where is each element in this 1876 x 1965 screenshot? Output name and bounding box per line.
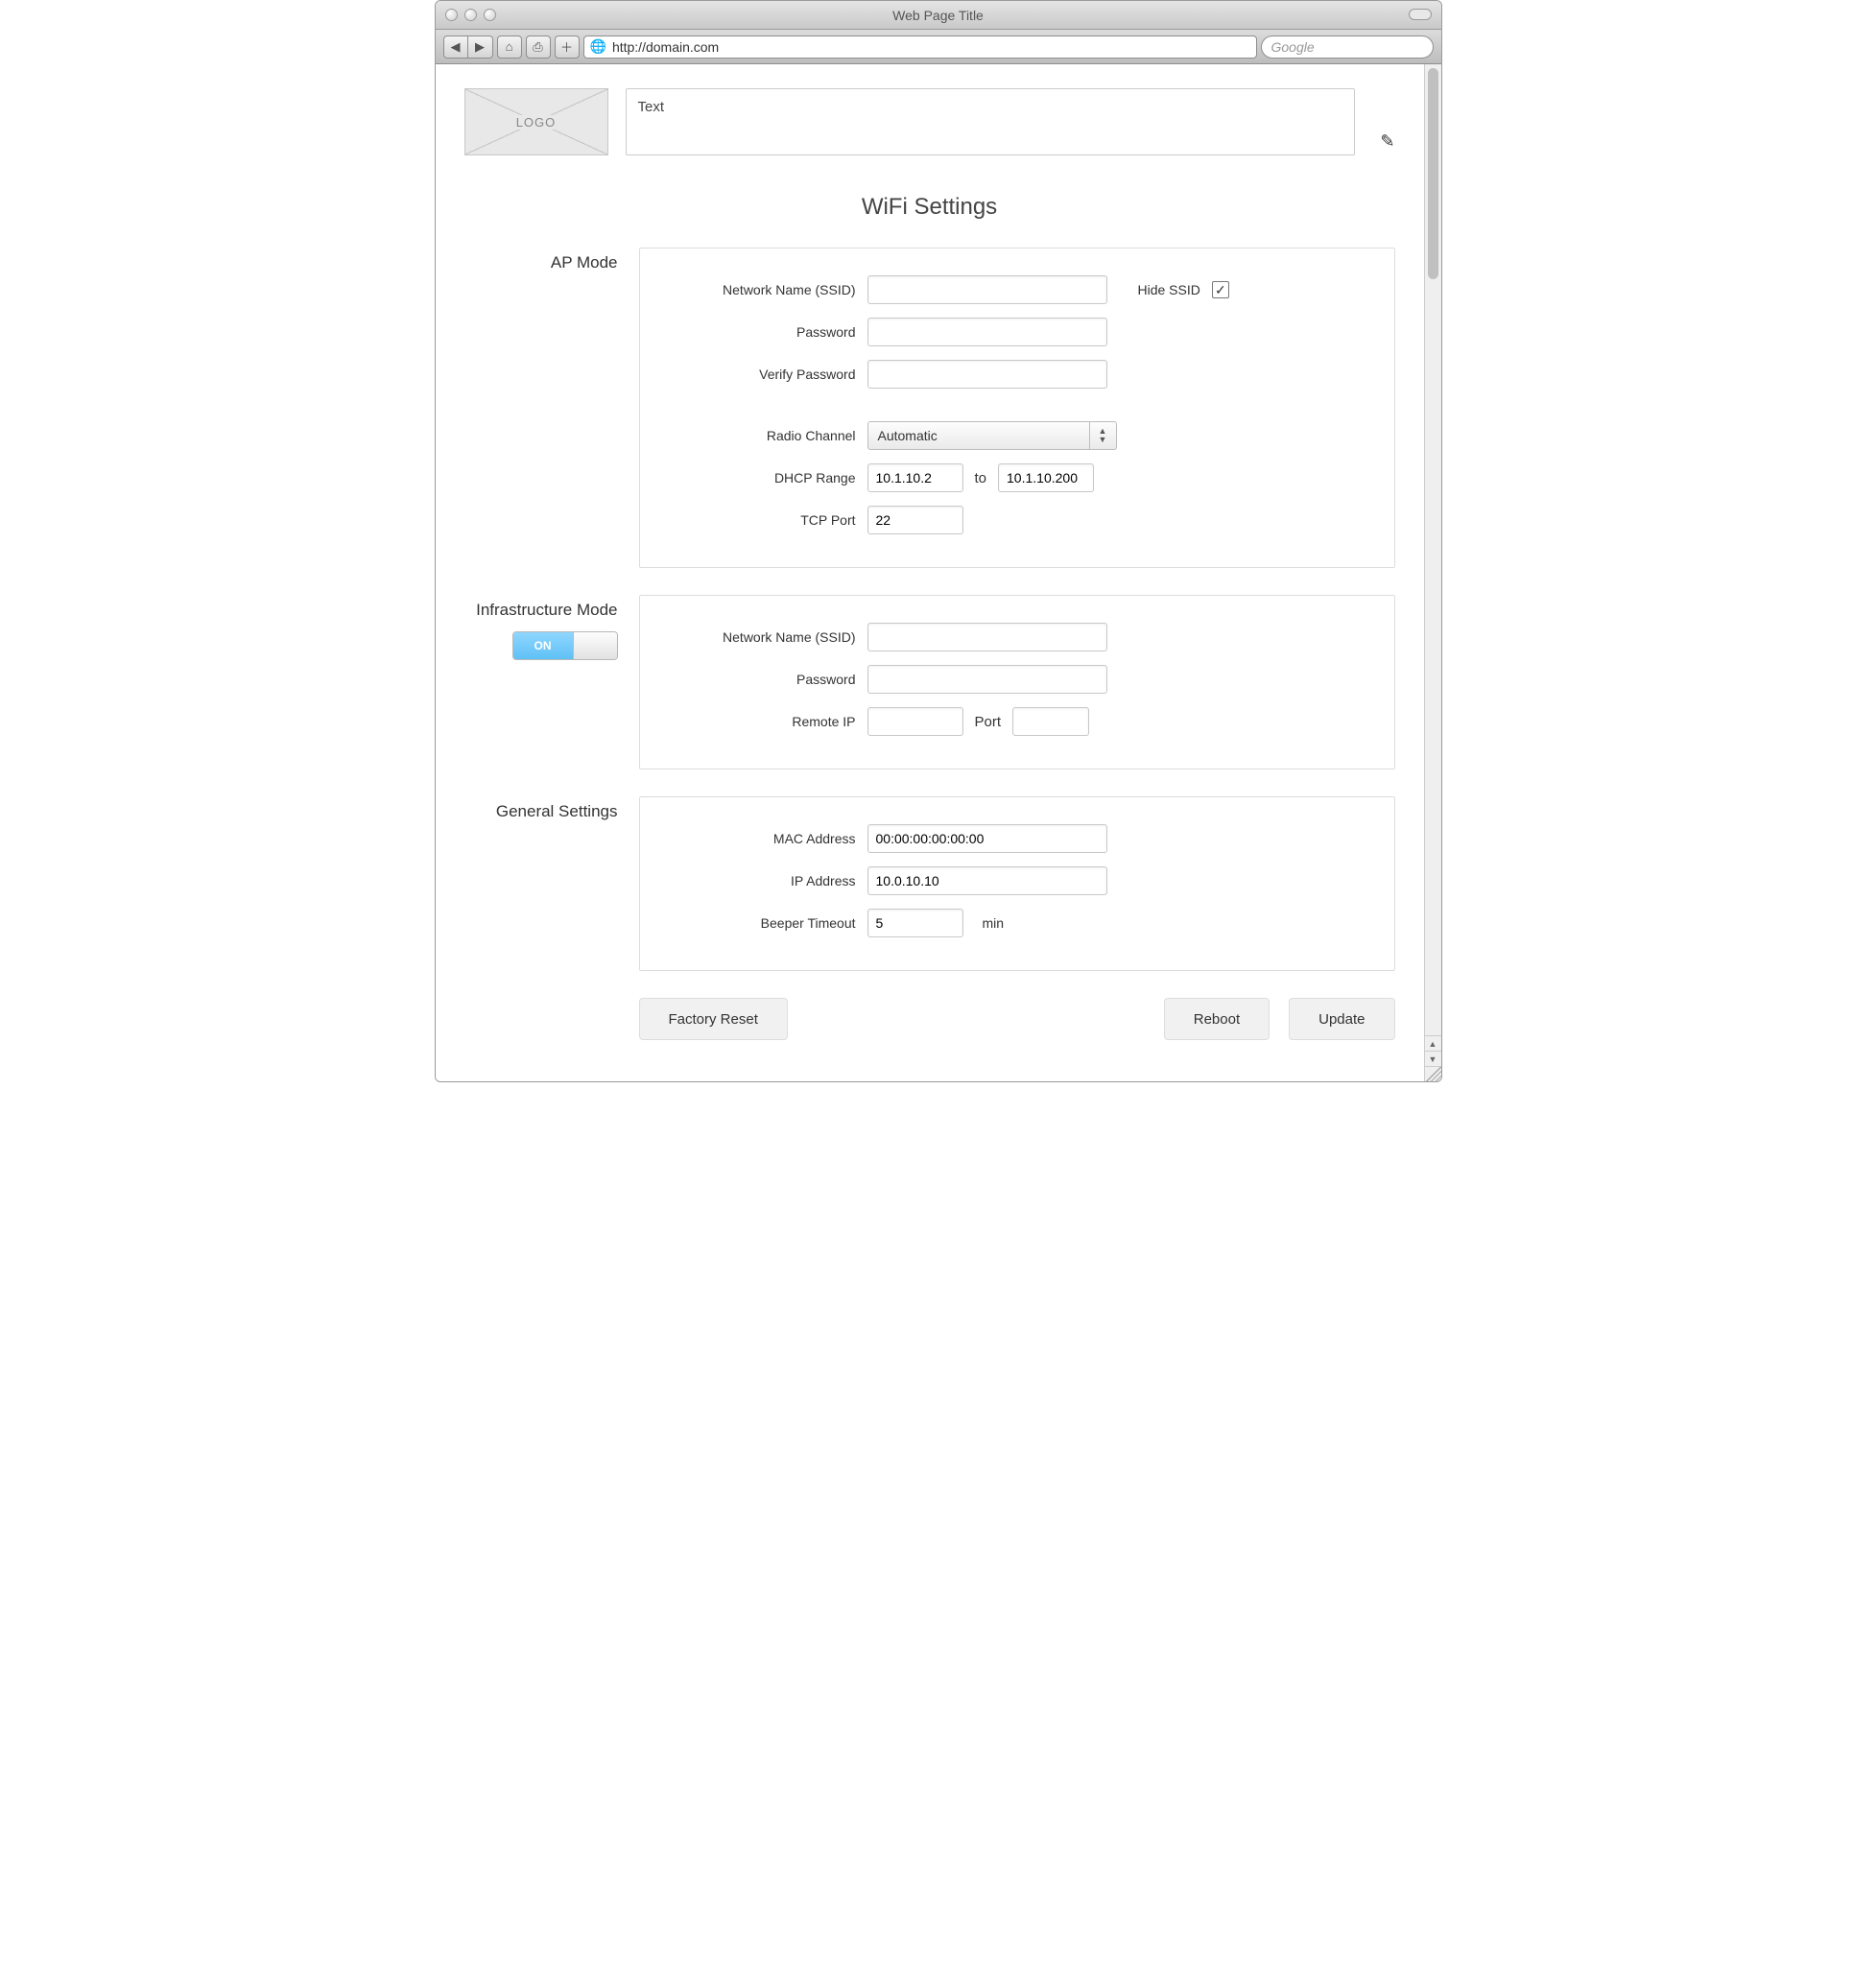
- ip-label: IP Address: [669, 873, 856, 888]
- window-title: Web Page Title: [436, 8, 1441, 23]
- resize-grip-icon[interactable]: [1425, 1066, 1441, 1081]
- remote-ip-input[interactable]: [867, 707, 963, 736]
- window-pill-icon: [1409, 9, 1432, 20]
- print-button[interactable]: ⎙: [526, 36, 551, 59]
- hide-ssid-checkbox[interactable]: ✓: [1212, 281, 1229, 298]
- scroll-up-icon[interactable]: ▲: [1425, 1035, 1441, 1051]
- infra-section: Network Name (SSID) Password Remote IP P…: [639, 595, 1395, 769]
- dhcp-from-input[interactable]: [867, 463, 963, 492]
- dhcp-to-word: to: [975, 470, 987, 486]
- update-button[interactable]: Update: [1289, 998, 1394, 1040]
- globe-icon: 🌐: [590, 38, 606, 55]
- ip-input[interactable]: [867, 866, 1107, 895]
- toolbar: ◀ ▶ ⌂ ⎙ ＋ 🌐 http://domain.com Google: [436, 30, 1441, 64]
- back-button[interactable]: ◀: [443, 36, 468, 59]
- infra-password-label: Password: [669, 672, 856, 687]
- radio-channel-select[interactable]: Automatic ▲▼: [867, 421, 1117, 450]
- browser-window: Web Page Title ◀ ▶ ⌂ ⎙ ＋ 🌐 http://domain…: [435, 0, 1442, 1082]
- logo-placeholder: LOGO: [464, 88, 608, 155]
- dhcp-label: DHCP Range: [669, 470, 856, 485]
- select-stepper-icon: ▲▼: [1089, 422, 1116, 449]
- infra-section-label-col: Infrastructure Mode ON: [464, 595, 618, 769]
- ap-password-label: Password: [669, 324, 856, 340]
- ap-section-label: AP Mode: [464, 248, 618, 568]
- radio-channel-value: Automatic: [868, 428, 1089, 443]
- radio-channel-label: Radio Channel: [669, 428, 856, 443]
- page-title: WiFi Settings: [464, 194, 1395, 221]
- general-section: MAC Address IP Address Beeper Timeout mi…: [639, 796, 1395, 971]
- hide-ssid-label: Hide SSID: [1138, 282, 1200, 297]
- page-content: LOGO Text ✎ WiFi Settings AP Mode Networ…: [436, 64, 1424, 1081]
- forward-button[interactable]: ▶: [468, 36, 493, 59]
- search-box[interactable]: Google: [1261, 36, 1434, 59]
- ap-ssid-input[interactable]: [867, 275, 1107, 304]
- url-text: http://domain.com: [612, 39, 719, 55]
- header-text: Text: [638, 99, 665, 115]
- titlebar: Web Page Title: [436, 1, 1441, 30]
- infra-ssid-input[interactable]: [867, 623, 1107, 651]
- edit-icon[interactable]: ✎: [1380, 131, 1394, 155]
- home-button[interactable]: ⌂: [497, 36, 522, 59]
- ap-password-input[interactable]: [867, 318, 1107, 346]
- infra-section-label: Infrastructure Mode: [476, 601, 617, 620]
- infra-toggle[interactable]: ON: [512, 631, 618, 660]
- header-text-box[interactable]: Text: [626, 88, 1356, 155]
- tcp-port-label: TCP Port: [669, 512, 856, 528]
- search-placeholder: Google: [1271, 39, 1315, 55]
- beeper-input[interactable]: [867, 909, 963, 937]
- mac-label: MAC Address: [669, 831, 856, 846]
- remote-ip-label: Remote IP: [669, 714, 856, 729]
- logo-text: LOGO: [511, 115, 562, 130]
- ap-ssid-label: Network Name (SSID): [669, 282, 856, 297]
- remote-port-input[interactable]: [1012, 707, 1089, 736]
- action-buttons: Factory Reset Reboot Update: [639, 998, 1395, 1040]
- ap-verify-input[interactable]: [867, 360, 1107, 389]
- ap-section: Network Name (SSID) Hide SSID ✓ Password…: [639, 248, 1395, 568]
- scrollbar[interactable]: ▲ ▼: [1424, 64, 1441, 1081]
- beeper-label: Beeper Timeout: [669, 915, 856, 931]
- infra-ssid-label: Network Name (SSID): [669, 629, 856, 645]
- reboot-button[interactable]: Reboot: [1164, 998, 1270, 1040]
- dhcp-to-input[interactable]: [998, 463, 1094, 492]
- tcp-port-input[interactable]: [867, 506, 963, 534]
- remote-port-label: Port: [975, 714, 1002, 730]
- infra-toggle-state: ON: [513, 632, 573, 659]
- mac-input[interactable]: [867, 824, 1107, 853]
- infra-password-input[interactable]: [867, 665, 1107, 694]
- general-section-label: General Settings: [464, 796, 618, 971]
- beeper-unit: min: [983, 915, 1005, 931]
- infra-toggle-knob: [573, 632, 617, 659]
- scrollbar-thumb[interactable]: [1428, 68, 1438, 279]
- url-bar[interactable]: 🌐 http://domain.com: [583, 36, 1257, 59]
- ap-verify-label: Verify Password: [669, 367, 856, 382]
- factory-reset-button[interactable]: Factory Reset: [639, 998, 788, 1040]
- add-button[interactable]: ＋: [555, 36, 580, 59]
- scroll-down-icon[interactable]: ▼: [1425, 1051, 1441, 1066]
